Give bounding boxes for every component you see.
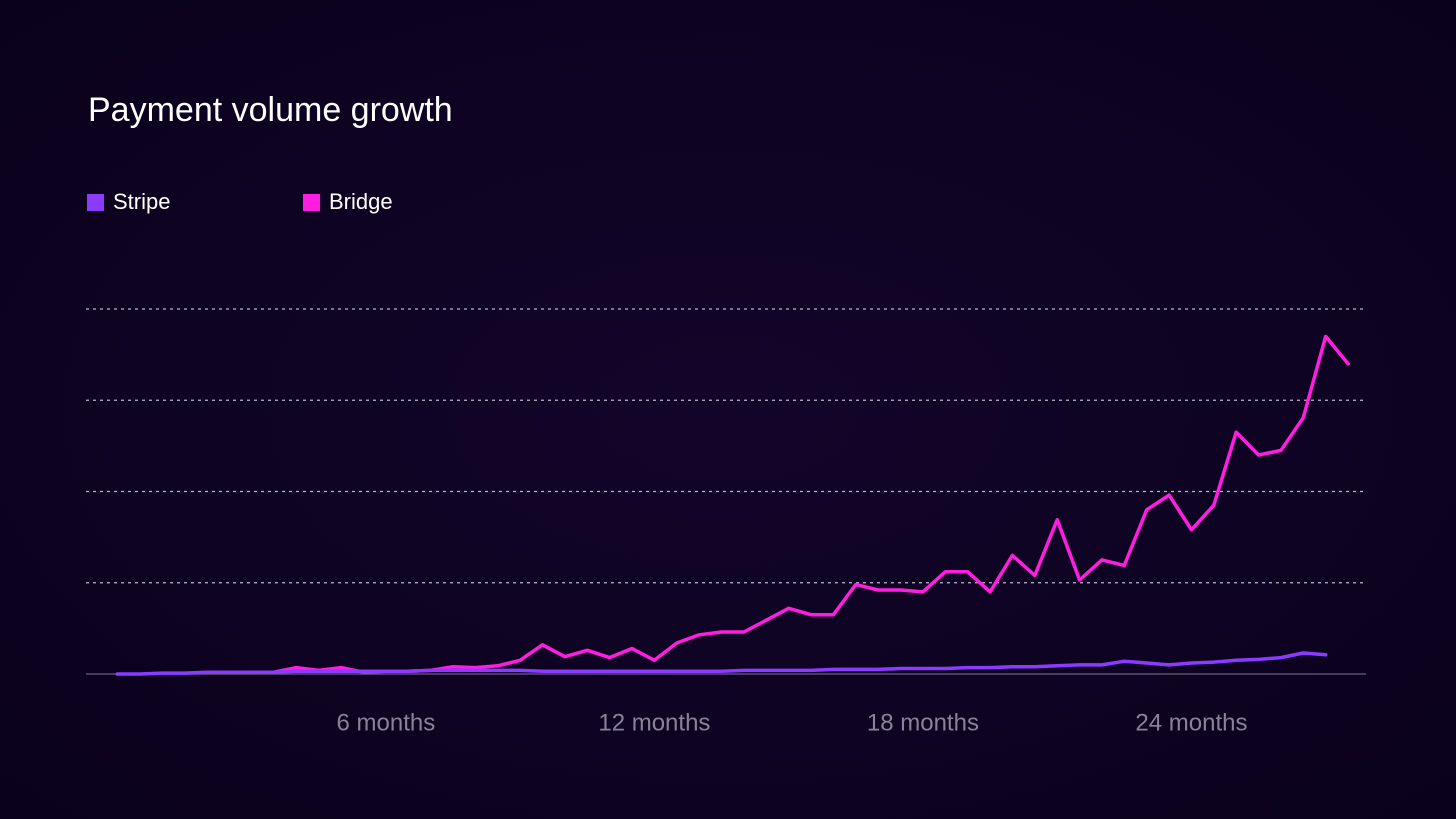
legend-swatch bbox=[303, 194, 320, 211]
x-tick-label: 24 months bbox=[1135, 709, 1247, 736]
legend-swatch bbox=[87, 194, 104, 211]
series-line bbox=[115, 651, 1328, 676]
chart-title: Payment volume growth bbox=[88, 91, 453, 129]
x-tick-label: 12 months bbox=[598, 709, 710, 736]
legend-label: Bridge bbox=[329, 189, 393, 214]
legend: Stripe Bridge bbox=[87, 189, 393, 214]
x-tick-label: 18 months bbox=[867, 709, 979, 736]
legend-label: Stripe bbox=[113, 189, 170, 214]
x-tick-label: 6 months bbox=[337, 709, 436, 736]
series-line bbox=[272, 334, 1350, 674]
